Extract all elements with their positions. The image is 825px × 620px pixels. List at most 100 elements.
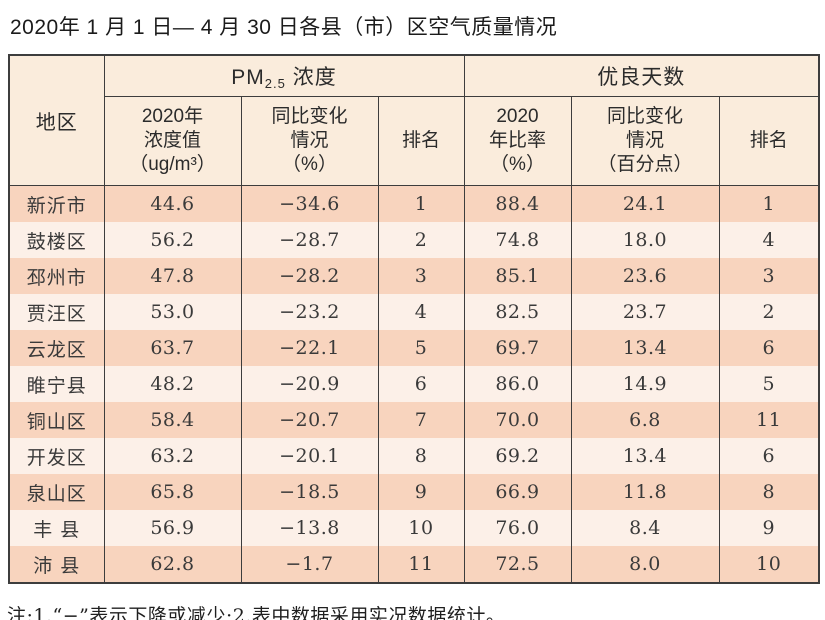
cell-days-rank: 1 (718, 185, 820, 222)
cell-region: 鼓楼区 (8, 222, 105, 258)
cell-days-change: 23.6 (570, 258, 720, 294)
cell-pm-rank: 4 (377, 294, 465, 330)
cell-region: 沛 县 (8, 546, 105, 583)
cell-pm-change: −28.2 (240, 258, 379, 294)
cell-pm-rank: 10 (377, 510, 465, 546)
cell-pm-value: 62.8 (103, 546, 242, 583)
cell-pm-value: 56.2 (103, 222, 242, 258)
cell-region: 邳州市 (8, 258, 105, 294)
cell-days-change: 14.9 (570, 366, 720, 402)
cell-pm-rank: 7 (377, 402, 465, 438)
cell-days-ratio: 69.7 (463, 330, 572, 366)
cell-pm-rank: 9 (377, 474, 465, 510)
col-header-days-ratio: 2020 年比率 （%） (463, 96, 572, 186)
table-row: 丰 县 56.9 −13.8 10 76.0 8.4 9 (8, 510, 820, 546)
cell-region: 新沂市 (8, 185, 105, 222)
page-title: 2020年 1 月 1 日— 4 月 30 日各县（市）区空气质量情况 (10, 16, 558, 39)
cell-pm-change: −20.9 (240, 366, 379, 402)
cell-days-rank: 3 (718, 258, 820, 294)
sub-header-row: 2020年 浓度值 （ug/m³） 同比变化 情况 （%） 排名 2020 年比… (9, 96, 820, 186)
cell-pm-value: 65.8 (103, 474, 242, 510)
cell-days-ratio: 74.8 (463, 222, 572, 258)
cell-days-rank: 5 (718, 366, 820, 402)
cell-days-ratio: 66.9 (463, 474, 572, 510)
cell-pm-value: 58.4 (103, 402, 242, 438)
cell-pm-rank: 5 (377, 330, 465, 366)
cell-days-ratio: 72.5 (463, 546, 572, 583)
cell-days-change: 13.4 (570, 438, 720, 474)
table-row: 新沂市 44.6 −34.6 1 88.4 24.1 1 (8, 185, 820, 222)
cell-pm-rank: 8 (377, 438, 465, 474)
cell-region: 铜山区 (8, 402, 105, 438)
col-header-days-change: 同比变化 情况 （百分点） (570, 96, 720, 186)
col-group-good-days: 优良天数 (463, 54, 820, 97)
cell-days-ratio: 70.0 (463, 402, 572, 438)
table-row: 云龙区 63.7 −22.1 5 69.7 13.4 6 (8, 330, 820, 366)
cell-region: 云龙区 (8, 330, 105, 366)
cell-days-change: 24.1 (570, 185, 720, 222)
cell-pm-change: −23.2 (240, 294, 379, 330)
table-row: 铜山区 58.4 −20.7 7 70.0 6.8 11 (8, 402, 820, 438)
table-footnote: 注:1.“−”表示下降或减少;2.表中数据采用实况数据统计。 (7, 605, 506, 620)
cell-pm-value: 56.9 (103, 510, 242, 546)
air-quality-table: 地区 PM2.5 浓度 优良天数 2020年 浓度值 （ug/m³） 同比变化 … (8, 54, 820, 584)
cell-days-rank: 2 (718, 294, 820, 330)
cell-days-ratio: 69.2 (463, 438, 572, 474)
cell-pm-change: −13.8 (240, 510, 379, 546)
pm25-label-rest: 浓度 (285, 66, 337, 89)
table-row: 邳州市 47.8 −28.2 3 85.1 23.6 3 (8, 258, 820, 294)
cell-days-ratio: 86.0 (463, 366, 572, 402)
cell-days-change: 11.8 (570, 474, 720, 510)
cell-days-rank: 10 (718, 546, 820, 583)
col-group-pm25: PM2.5 浓度 (103, 54, 465, 97)
cell-days-rank: 6 (718, 330, 820, 366)
cell-pm-rank: 6 (377, 366, 465, 402)
table-body: 新沂市 44.6 −34.6 1 88.4 24.1 1 鼓楼区 56.2 −2… (8, 185, 820, 583)
table-row: 沛 县 62.8 −1.7 11 72.5 8.0 10 (8, 546, 820, 583)
cell-pm-change: −1.7 (240, 546, 379, 583)
cell-days-change: 8.0 (570, 546, 720, 583)
cell-pm-rank: 2 (377, 222, 465, 258)
cell-pm-change: −34.6 (240, 185, 379, 222)
table-row: 泉山区 65.8 −18.5 9 66.9 11.8 8 (8, 474, 820, 510)
cell-pm-change: −20.7 (240, 402, 379, 438)
cell-days-change: 6.8 (570, 402, 720, 438)
cell-days-rank: 9 (718, 510, 820, 546)
cell-days-rank: 6 (718, 438, 820, 474)
cell-pm-value: 63.2 (103, 438, 242, 474)
cell-days-change: 13.4 (570, 330, 720, 366)
cell-region: 丰 县 (8, 510, 105, 546)
cell-days-rank: 4 (718, 222, 820, 258)
cell-days-ratio: 82.5 (463, 294, 572, 330)
cell-pm-value: 47.8 (103, 258, 242, 294)
cell-region: 泉山区 (8, 474, 105, 510)
group-header-row: 地区 PM2.5 浓度 优良天数 (8, 54, 820, 186)
col-header-pm-value: 2020年 浓度值 （ug/m³） (103, 96, 242, 186)
cell-pm-change: −22.1 (240, 330, 379, 366)
cell-pm-change: −28.7 (240, 222, 379, 258)
cell-region: 开发区 (8, 438, 105, 474)
cell-days-change: 8.4 (570, 510, 720, 546)
cell-days-change: 18.0 (570, 222, 720, 258)
table-row: 开发区 63.2 −20.1 8 69.2 13.4 6 (8, 438, 820, 474)
cell-days-ratio: 85.1 (463, 258, 572, 294)
col-header-pm-rank: 排名 (377, 96, 465, 186)
col-header-pm-change: 同比变化 情况 （%） (240, 96, 379, 186)
cell-days-ratio: 88.4 (463, 185, 572, 222)
cell-pm-rank: 3 (377, 258, 465, 294)
table-row: 贾汪区 53.0 −23.2 4 82.5 23.7 2 (8, 294, 820, 330)
cell-days-rank: 8 (718, 474, 820, 510)
table-row: 睢宁县 48.2 −20.9 6 86.0 14.9 5 (8, 366, 820, 402)
cell-pm-change: −18.5 (240, 474, 379, 510)
cell-pm-rank: 11 (377, 546, 465, 583)
cell-region: 睢宁县 (8, 366, 105, 402)
pm25-subscript: 2.5 (264, 76, 286, 91)
pm25-label: PM (231, 66, 265, 89)
cell-pm-value: 53.0 (103, 294, 242, 330)
cell-region: 贾汪区 (8, 294, 105, 330)
cell-days-rank: 11 (718, 402, 820, 438)
table-row: 鼓楼区 56.2 −28.7 2 74.8 18.0 4 (8, 222, 820, 258)
cell-days-ratio: 76.0 (463, 510, 572, 546)
cell-pm-change: −20.1 (240, 438, 379, 474)
col-header-days-rank: 排名 (718, 96, 820, 186)
